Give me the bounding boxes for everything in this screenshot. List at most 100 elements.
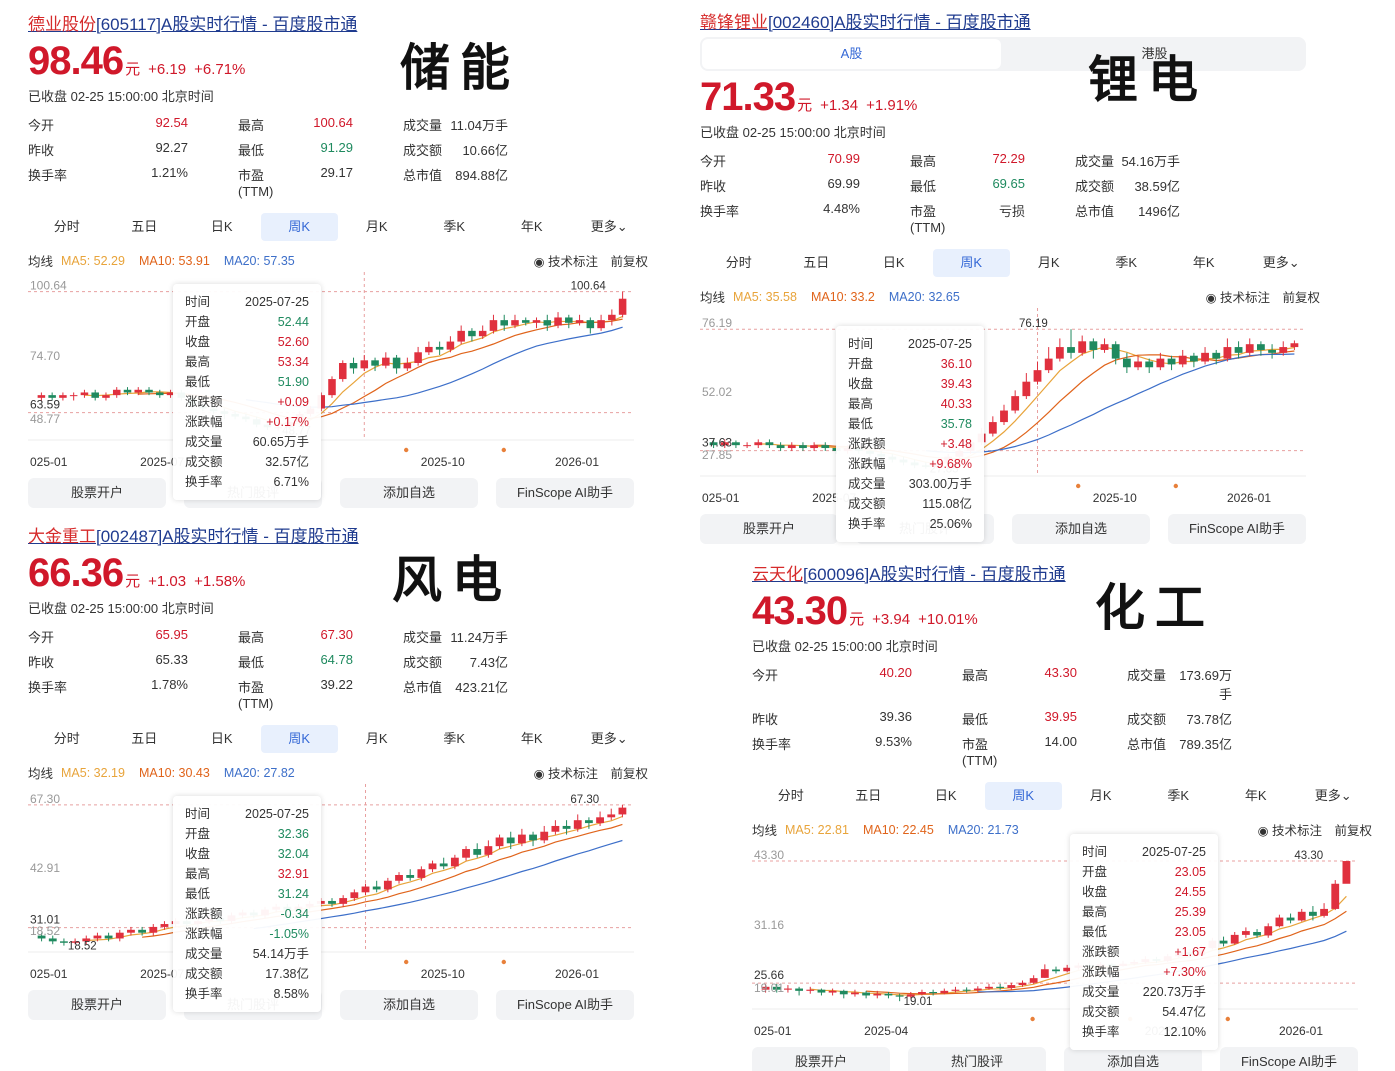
kline-chart[interactable]: 76.19 52.02 37.63 27.85 025-01 2025-07 2025-10… [700, 308, 1310, 508]
tab-5[interactable]: 季K [443, 219, 466, 234]
candle-body [149, 926, 158, 933]
high-value-label: 100.64 [571, 281, 607, 293]
tab-1[interactable]: 五日 [131, 731, 158, 746]
tab-2[interactable]: 日K [934, 788, 957, 803]
tooltip-value: +7.30% [1163, 965, 1206, 979]
stock-title-link[interactable]: 赣锋锂业[002460]A股实时行情 - 百度股市通 [700, 13, 1031, 32]
subtab-hk-share[interactable]: 港股 [1141, 46, 1168, 61]
candle-body [543, 320, 552, 326]
tab-0[interactable]: 分时 [777, 788, 804, 803]
action-button-2[interactable]: 添加自选 [340, 990, 478, 1020]
action-button-3[interactable]: FinScope AI助手 [496, 478, 634, 508]
tab-0[interactable]: 分时 [725, 255, 752, 270]
tooltip-value: 115.08亿 [922, 497, 972, 511]
candle [127, 926, 135, 936]
tab-3[interactable]: 周K [984, 782, 1062, 810]
candle-body [506, 837, 515, 844]
candle-body [1156, 358, 1165, 368]
tab-5[interactable]: 季K [443, 731, 466, 746]
tab-2[interactable]: 日K [210, 731, 233, 746]
action-button-1[interactable]: 热门股评 [908, 1047, 1046, 1071]
sector-label-lithium: 锂电 [1088, 50, 1208, 109]
tab-7[interactable]: 更多⌄ [1314, 788, 1352, 803]
tooltip-value: 31.24 [277, 887, 309, 901]
tech-annotation-toggle[interactable]: ◉ 技术标注 前复权 [533, 767, 648, 781]
tab-0[interactable]: 分时 [53, 219, 80, 234]
tech-annotation-toggle[interactable]: ◉ 技术标注 前复权 [1205, 291, 1320, 305]
tab-7[interactable]: 更多⌄ [590, 219, 628, 234]
action-button-0[interactable]: 股票开户 [700, 514, 838, 544]
tab-3[interactable]: 周K [932, 249, 1010, 277]
tab-1[interactable]: 五日 [131, 219, 158, 234]
kline-chart[interactable]: 67.30 42.91 31.01 18.52 025-01 2025-07 2025-10… [28, 784, 638, 984]
tab-6[interactable]: 年K [520, 731, 543, 746]
tab-6[interactable]: 年K [520, 219, 543, 234]
candle [597, 314, 605, 331]
tooltip-row: 收盘 24.55 [1082, 882, 1206, 902]
tab-5[interactable]: 季K [1115, 255, 1138, 270]
tooltip-row: 时间 2025-07-25 [185, 292, 309, 312]
tech-annotation-toggle[interactable]: ◉ 技术标注 前复权 [1257, 824, 1372, 838]
candle-body [425, 346, 433, 353]
candle [425, 341, 433, 355]
tab-4[interactable]: 月K [1089, 788, 1112, 803]
action-button-0[interactable]: 股票开户 [752, 1047, 890, 1071]
kline-chart[interactable]: 43.3031.1625.6619.01025-012025-042025-07… [752, 841, 1362, 1041]
tab-0[interactable]: 分时 [53, 731, 80, 746]
action-button-3[interactable]: FinScope AI助手 [1168, 514, 1306, 544]
candle [720, 439, 729, 449]
tech-annotation-toggle[interactable]: ◉ 技术标注 前复权 [533, 255, 648, 269]
tab-4[interactable]: 月K [1037, 255, 1060, 270]
quote-label: 最低 [238, 143, 265, 158]
tab-1[interactable]: 五日 [803, 255, 830, 270]
tooltip-label: 最高 [185, 867, 211, 881]
action-button-0[interactable]: 股票开户 [28, 990, 166, 1020]
candle-body [821, 445, 830, 449]
tab-7[interactable]: 更多⌄ [1262, 255, 1300, 270]
candle-body [1201, 352, 1209, 362]
tooltip-row: 成交额 32.57亿 [185, 452, 309, 472]
stock-title-link[interactable]: 德业股份[605117]A股实时行情 - 百度股市通 [28, 15, 358, 34]
tab-4[interactable]: 月K [365, 219, 388, 234]
x-tick-label: 025-01 [30, 455, 68, 469]
candle-body [1000, 410, 1008, 423]
action-button-3[interactable]: FinScope AI助手 [496, 990, 634, 1020]
ma20-value: MA20: 32.65 [888, 289, 960, 304]
subtab-a-share[interactable]: A股 [702, 39, 1001, 69]
quote-value: 7.43亿 [469, 655, 508, 670]
ma20-value: MA20: 57.35 [223, 253, 295, 268]
tab-7[interactable]: 更多⌄ [590, 731, 628, 746]
candle-body [462, 849, 470, 858]
stock-title-link[interactable]: 云天化[600096]A股实时行情 - 百度股市通 [752, 565, 1066, 584]
tab-3[interactable]: 周K [260, 725, 338, 753]
tab-2[interactable]: 日K [210, 219, 233, 234]
tab-1[interactable]: 五日 [855, 788, 882, 803]
action-button-2[interactable]: 添加自选 [1012, 514, 1150, 544]
tab-6[interactable]: 年K [1244, 788, 1267, 803]
tab-2[interactable]: 日K [882, 255, 905, 270]
tab-3[interactable]: 周K [260, 213, 338, 241]
candle [985, 983, 993, 990]
stock-title-link[interactable]: 大金重工[002487]A股实时行情 - 百度股市通 [28, 527, 359, 546]
tooltip-row: 最高 40.33 [848, 394, 972, 414]
tab-6[interactable]: 年K [1192, 255, 1215, 270]
action-button-2[interactable]: 添加自选 [340, 478, 478, 508]
candle-body [127, 929, 135, 933]
candle [575, 314, 584, 326]
action-button-2[interactable]: 添加自选 [1064, 1047, 1202, 1071]
action-button-0[interactable]: 股票开户 [28, 478, 166, 508]
candle [403, 357, 412, 372]
tab-4[interactable]: 月K [365, 731, 388, 746]
ma10-value: MA10: 53.91 [138, 253, 210, 268]
candle-body [618, 807, 627, 815]
candle-body [1331, 883, 1340, 909]
action-button-3[interactable]: FinScope AI助手 [1220, 1047, 1358, 1071]
candle [607, 808, 616, 821]
candle [799, 442, 807, 451]
tab-5[interactable]: 季K [1167, 788, 1190, 803]
candle [450, 854, 459, 870]
tooltip-value: 8.58% [273, 987, 309, 1001]
candle [821, 442, 830, 451]
y-tick-label: 27.85 [702, 448, 732, 462]
kline-chart[interactable]: 100.64 74.70 63.59 48.77 025-01 2025-07 2025-1… [28, 272, 638, 472]
